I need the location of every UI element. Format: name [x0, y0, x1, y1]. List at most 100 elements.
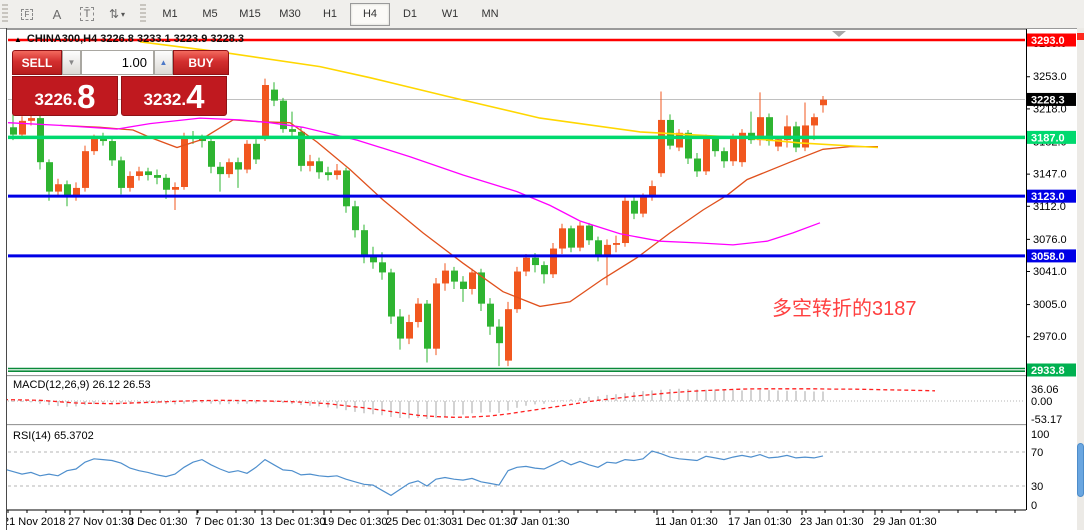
rsi-label: RSI(14) 65.3702 [13, 430, 94, 442]
sell-price-dec: 8 [77, 78, 96, 115]
time-axis-label: 17 Jan 01:30 [728, 516, 792, 528]
timeframe-group: M1 M5 M15 M30 H1 H4 D1 W1 MN [150, 2, 510, 26]
price-axis-label: 3112.0 [1033, 201, 1066, 213]
candle-body [298, 131, 305, 166]
candle-body [685, 132, 692, 159]
candle-body [82, 151, 89, 188]
candle-body [775, 139, 782, 147]
candle-body [433, 283, 440, 349]
text-label-icon[interactable]: A [52, 6, 62, 22]
time-axis-label: 23 Jan 01:30 [800, 516, 864, 528]
buy-price-display[interactable]: 3232. 4 [121, 76, 227, 116]
volume-input[interactable]: 1.00 [81, 50, 154, 75]
expand-marker-icon[interactable]: ▲ [14, 34, 22, 44]
timeframe-button-m15[interactable]: M15 [239, 8, 261, 20]
price-axis-label: 3218.0 [1033, 103, 1067, 115]
sell-button[interactable]: SELL [12, 50, 62, 75]
price-axis-highlight [1027, 363, 1076, 377]
candle-body [370, 255, 377, 263]
candle-body [334, 170, 341, 176]
candle-body [658, 119, 665, 174]
time-axis-label: 31 Dec 01:30 [451, 516, 516, 528]
time-axis-label: 13 Dec 01:30 [260, 516, 325, 528]
time-axis-label: 7 Dec 01:30 [195, 516, 254, 528]
auto-grid-icon[interactable]: F [13, 2, 41, 26]
buy-price-dot: . [181, 90, 187, 109]
ma-orange-line [59, 119, 878, 308]
chart-annotation-text: 多空转折的3187 [772, 298, 917, 320]
candle-body [595, 240, 602, 256]
candle-body [478, 272, 485, 304]
candle-body [55, 184, 62, 192]
time-axis-label: 11 Jan 01:30 [655, 516, 718, 528]
macd-label: MACD(12,26,9) 26.12 26.53 [13, 379, 151, 391]
right-scrollbar[interactable] [1077, 28, 1084, 530]
price-axis-highlight [1027, 92, 1076, 106]
candle-body [244, 143, 251, 170]
candle-body [640, 197, 647, 214]
chart-shift-marker-icon[interactable] [832, 31, 846, 37]
candle-body [163, 177, 170, 190]
candle-body [145, 171, 152, 176]
time-axis-label: 25 Dec 01:30 [386, 516, 451, 528]
candle-body [676, 132, 683, 148]
price-axis-highlight [1027, 130, 1076, 144]
price-axis-label: 2970.0 [1033, 331, 1067, 343]
scrollbar-thumb[interactable] [1077, 443, 1084, 497]
timeframe-button-m5[interactable]: M5 [202, 8, 218, 20]
price-axis-background [1026, 29, 1077, 530]
candle-body [352, 206, 359, 231]
text-box-icon[interactable]: T [73, 2, 101, 26]
timeframe-button-mn[interactable]: MN [481, 8, 499, 20]
timeframe-button-d1[interactable]: D1 [402, 8, 418, 20]
price-axis-highlight [1027, 249, 1076, 263]
candle-body [64, 184, 71, 196]
auto-grid-glyph: F [20, 8, 34, 20]
candle-body [397, 316, 404, 339]
candle-body [37, 118, 44, 163]
candle-body [541, 265, 548, 275]
candle-body [739, 132, 746, 163]
timeframe-button-m30[interactable]: M30 [279, 8, 301, 20]
candle-body [586, 225, 593, 241]
candle-body [406, 322, 413, 339]
candle-body [46, 162, 53, 192]
sell-price-display[interactable]: 3226. 8 [12, 76, 118, 116]
candle-body [325, 172, 332, 176]
candle-body [109, 141, 116, 161]
candle-body [172, 186, 179, 190]
time-axis-label: 29 Jan 01:30 [873, 516, 937, 528]
candle-body [28, 118, 35, 121]
time-axis-label: 7 Jan 01:30 [512, 516, 570, 528]
objects-arrows-icon[interactable]: ⇅ ▾ [103, 2, 131, 26]
toolbar-drag-handle-2[interactable] [140, 4, 146, 24]
candle-body [730, 137, 737, 162]
buy-price-dec: 4 [186, 78, 205, 115]
candle-body [811, 117, 818, 126]
toolbar: F A T ⇅ ▾ M1 M5 M15 M30 H1 H4 D1 W1 MN [0, 0, 1084, 29]
candle-body [424, 303, 431, 349]
timeframe-button-m1[interactable]: M1 [162, 8, 178, 20]
macd-axis-label: -53.17 [1031, 414, 1062, 426]
candle-body [217, 166, 224, 175]
buy-button[interactable]: BUY [173, 50, 229, 75]
candle-body [712, 138, 719, 152]
price-axis[interactable]: 3289.03253.03218.03182.03147.03112.03076… [1026, 29, 1077, 530]
price-axis-highlight-label: 3058.0 [1031, 251, 1065, 263]
one-click-trading-panel: SELL ▼ 1.00 ▲ BUY 3226. 8 3232. 4 [12, 50, 229, 116]
candle-body [577, 225, 584, 248]
timeframe-button-w1[interactable]: W1 [441, 8, 459, 20]
timeframe-button-h4[interactable]: H4 [350, 2, 390, 26]
toolbar-drag-handle[interactable] [2, 4, 8, 24]
ma-magenta-line [8, 117, 821, 246]
chart-title: ▲ CHINA300,H4 3226.8 3233.1 3223.9 3228.… [14, 33, 244, 45]
candle-body [154, 175, 161, 178]
candle-body [766, 117, 773, 142]
timeframe-button-h1[interactable]: H1 [322, 8, 338, 20]
candle-body [460, 281, 467, 289]
candle-body [451, 270, 458, 282]
sell-price-int: 3226 [34, 90, 73, 109]
volume-decrease-button[interactable]: ▼ [62, 50, 81, 75]
volume-increase-button[interactable]: ▲ [154, 50, 173, 75]
